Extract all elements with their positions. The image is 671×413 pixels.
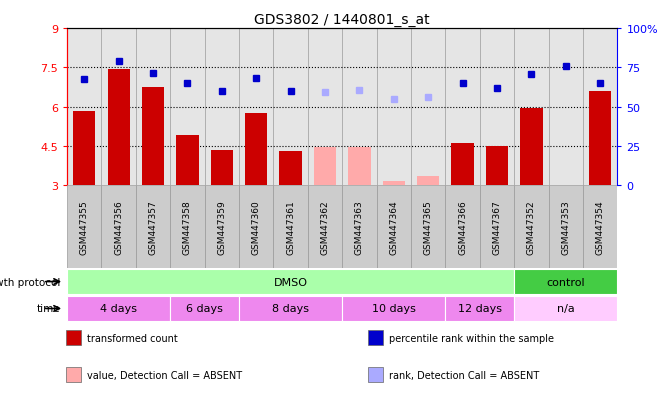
Text: GSM447356: GSM447356 [114,200,123,254]
Text: percentile rank within the sample: percentile rank within the sample [389,333,554,343]
Bar [514,29,548,186]
Bar [308,186,342,268]
Bar [486,147,508,186]
Text: rank, Detection Call = ABSENT: rank, Detection Call = ABSENT [389,370,539,380]
Bar [549,186,583,268]
Bar [101,29,136,186]
Bar [170,186,205,268]
Bar [480,186,514,268]
Bar [549,29,583,186]
Text: GSM447354: GSM447354 [596,200,605,254]
Text: GSM447365: GSM447365 [423,200,433,254]
Bar [514,297,617,321]
Bar [142,88,164,186]
Bar [411,186,446,268]
Text: GSM447362: GSM447362 [321,200,329,254]
Bar [514,270,617,294]
Bar [514,186,548,268]
Bar [342,186,376,268]
Bar [239,297,342,321]
Bar [274,186,308,268]
Bar [66,330,81,345]
Text: control: control [546,277,585,287]
Text: 6 days: 6 days [187,304,223,314]
Bar [67,270,514,294]
Bar [417,177,440,186]
Bar [446,297,514,321]
Text: 10 days: 10 days [372,304,416,314]
Bar [239,29,274,186]
Text: n/a: n/a [557,304,574,314]
Text: value, Detection Call = ABSENT: value, Detection Call = ABSENT [87,370,242,380]
Text: GSM447357: GSM447357 [148,200,158,254]
Text: time: time [37,304,60,314]
Text: 4 days: 4 days [100,304,137,314]
Bar [342,29,376,186]
Text: GSM447364: GSM447364 [389,200,399,254]
Bar [342,297,446,321]
Bar [176,136,199,186]
Bar [446,186,480,268]
Bar [67,29,101,186]
Text: 12 days: 12 days [458,304,502,314]
Text: GSM447367: GSM447367 [493,200,501,254]
Bar [583,29,617,186]
Bar [520,109,543,186]
Bar [314,148,336,186]
Bar [376,29,411,186]
Bar [66,368,81,382]
Bar [205,186,239,268]
Bar [211,150,233,186]
Bar [274,29,308,186]
Bar [170,297,239,321]
Text: transformed count: transformed count [87,333,178,343]
Bar [101,186,136,268]
Bar [245,114,268,186]
Bar [368,330,383,345]
Bar [73,111,95,186]
Bar [382,182,405,186]
Bar [589,92,611,186]
Text: growth protocol: growth protocol [0,277,60,287]
Bar [205,29,239,186]
Bar [170,29,205,186]
Bar [348,148,370,186]
Bar [308,29,342,186]
Bar [67,297,170,321]
Bar [239,186,274,268]
Bar [279,152,302,186]
Bar [480,29,514,186]
Text: GSM447359: GSM447359 [217,200,226,254]
Text: GSM447363: GSM447363 [355,200,364,254]
Text: DMSO: DMSO [274,277,307,287]
Bar [368,368,383,382]
Title: GDS3802 / 1440801_s_at: GDS3802 / 1440801_s_at [254,12,430,26]
Bar [411,29,446,186]
Text: 8 days: 8 days [272,304,309,314]
Text: GSM447366: GSM447366 [458,200,467,254]
Text: GSM447355: GSM447355 [80,200,89,254]
Text: GSM447361: GSM447361 [286,200,295,254]
Bar [136,29,170,186]
Bar [376,186,411,268]
Bar [107,69,130,186]
Bar [67,186,101,268]
Text: GSM447358: GSM447358 [183,200,192,254]
Bar [136,186,170,268]
Text: GSM447353: GSM447353 [561,200,570,254]
Bar [452,144,474,186]
Bar [583,186,617,268]
Text: GSM447360: GSM447360 [252,200,261,254]
Bar [446,29,480,186]
Text: GSM447352: GSM447352 [527,200,536,254]
